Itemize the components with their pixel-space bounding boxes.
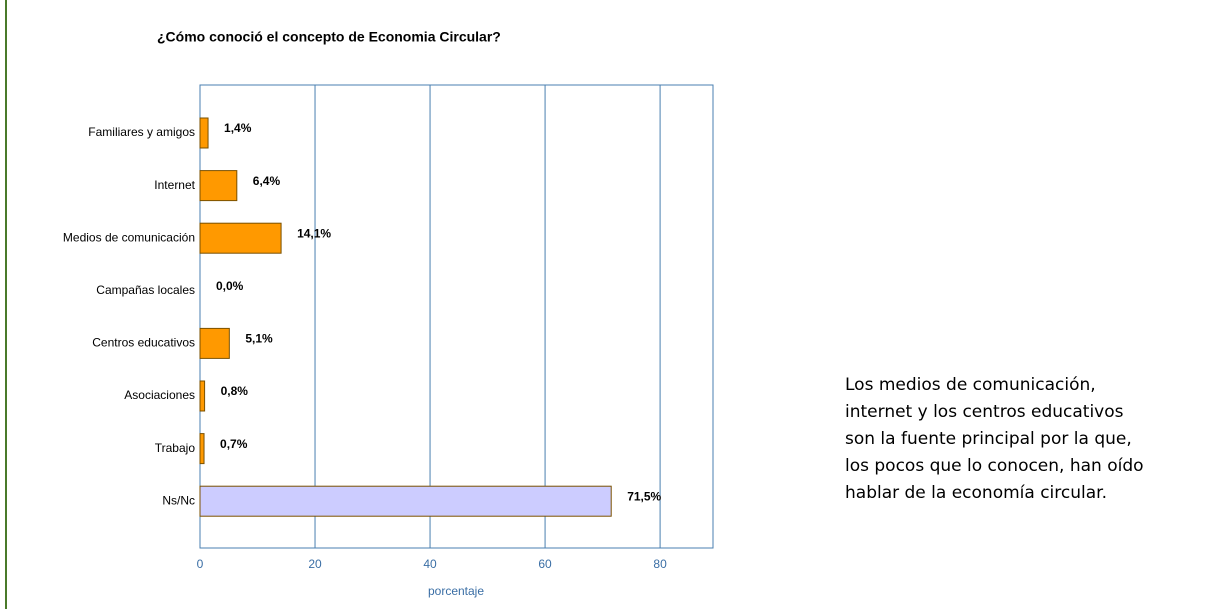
note-line: hablar de la economía circular.	[845, 483, 1107, 503]
x-tick-label: 80	[653, 557, 667, 571]
x-tick-label: 20	[308, 557, 322, 571]
bar	[199, 117, 209, 149]
note-line: Los medios de comunicación,	[845, 375, 1096, 395]
x-tick-label: 0	[197, 557, 204, 571]
value-label: 0,7%	[220, 437, 248, 451]
note-line: internet y los centros educativos	[845, 402, 1124, 422]
bar	[199, 222, 282, 254]
value-label: 71,5%	[627, 489, 661, 503]
plot-frame	[199, 84, 714, 549]
y-tick-label: Trabajo	[155, 441, 196, 455]
chart-title: ¿Cómo conoció el concepto de Economia Ci…	[157, 29, 501, 45]
bar	[199, 380, 206, 412]
value-label: 1,4%	[224, 121, 252, 135]
y-tick-label: Centros educativos	[92, 336, 195, 350]
y-tick-label: Asociaciones	[124, 388, 195, 402]
value-label: 5,1%	[245, 332, 273, 346]
bar	[199, 327, 230, 359]
value-label: 0,8%	[221, 384, 249, 398]
bar	[199, 433, 205, 465]
note-line: son la fuente principal por la que,	[845, 429, 1132, 449]
y-tick-label: Campañas locales	[96, 283, 195, 297]
bar	[199, 170, 238, 202]
value-label: 14,1%	[297, 226, 331, 240]
y-tick-label: Familiares y amigos	[88, 125, 195, 139]
bar	[199, 485, 612, 517]
x-axis-label: porcentaje	[428, 584, 484, 598]
y-tick-label: Ns/Nc	[162, 493, 195, 507]
y-tick-label: Medios de comunicación	[63, 230, 195, 244]
value-label: 6,4%	[253, 174, 281, 188]
x-tick-label: 40	[423, 557, 437, 571]
y-tick-label: Internet	[154, 178, 195, 192]
value-label: 0,0%	[216, 279, 244, 293]
note-line: los pocos que lo conocen, han oído	[845, 456, 1144, 476]
x-tick-label: 60	[538, 557, 552, 571]
